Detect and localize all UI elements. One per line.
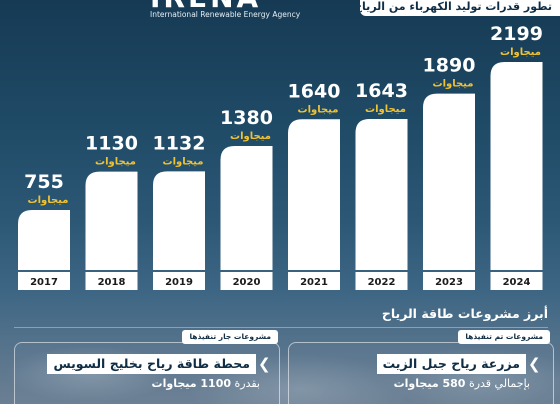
year-label-box (490, 272, 543, 290)
year-label-box (18, 272, 70, 290)
year-label-box (423, 272, 475, 290)
projects-section-title: أبرز مشروعات طاقة الرياح (381, 306, 548, 321)
bar-2024 (490, 62, 543, 270)
tick-label-2024: 2024 (503, 277, 531, 288)
tick-label-2021: 2021 (300, 277, 328, 288)
chevron-left-icon: ❮ (258, 355, 271, 373)
tick-label-2018: 2018 (98, 277, 126, 288)
bar-2018 (85, 171, 138, 270)
value-label-2018: 1130 (85, 133, 138, 155)
tick-label-2019: 2019 (165, 277, 193, 288)
completed-project-name: مزرعة رياح جبل الزيت (376, 354, 526, 374)
completed-capacity-value: 580 ميجاوات (393, 377, 466, 390)
year-label-box (288, 272, 340, 290)
bar-chart: 2017 755 ميجاوات 2018 1130 ميجاوات 2019 1132 ميج… (18, 23, 543, 290)
value-label-2021: 1640 (288, 80, 341, 102)
page-title: تطور قدرات توليد الكهرباء من الرياح (360, 0, 560, 16)
ongoing-project-capacity: بقدرة 1100 ميجاوات (152, 377, 260, 390)
tick-label-2020: 2020 (233, 277, 261, 288)
unit-label-2024: ميجاوات (500, 47, 541, 58)
irena-logo: IRENA International Renewable Energy Age… (150, 0, 325, 19)
unit-label-2018: ميجاوات (95, 157, 136, 168)
tick-label-2023: 2023 (435, 277, 463, 288)
value-label-2019: 1132 (153, 132, 206, 154)
ongoing-capacity-prefix: بقدرة (234, 377, 260, 390)
value-label-2022: 1643 (355, 80, 408, 102)
tick-label-2022: 2022 (368, 277, 396, 288)
bar-2017 (18, 210, 70, 270)
bar-2023 (423, 93, 475, 271)
logo-subtitle: International Renewable Energy Agency (150, 10, 301, 19)
year-label-box (153, 272, 205, 290)
bar-2022 (355, 118, 408, 271)
unit-label-2020: ميجاوات (230, 131, 271, 142)
section-divider (14, 327, 548, 328)
logo-wordmark: IRENA (150, 0, 325, 8)
unit-label-2023: ميجاوات (433, 79, 474, 90)
value-label-2024: 2199 (490, 23, 543, 45)
unit-label-2019: ميجاوات (163, 156, 204, 167)
completed-capacity-prefix: بإجمالي قدرة (468, 377, 530, 390)
year-label-box (85, 272, 138, 290)
value-label-2017: 755 (24, 171, 64, 193)
bar-2021 (288, 119, 340, 270)
ongoing-capacity-value: 1100 ميجاوات (151, 377, 232, 390)
bar-2019 (153, 171, 205, 270)
unit-label-2022: ميجاوات (365, 104, 406, 115)
completed-project-capacity: بإجمالي قدرة 580 ميجاوات (394, 377, 530, 390)
value-label-2020: 1380 (220, 107, 273, 129)
bar-2020 (220, 145, 273, 270)
unit-label-2021: ميجاوات (298, 104, 339, 115)
unit-label-2017: ميجاوات (28, 195, 69, 206)
ongoing-project-name: محطة طاقة رياح بخليج السويس (47, 354, 256, 374)
completed-projects-tag: مشروعات تم تنفيذها (458, 330, 550, 344)
chevron-left-icon: ❮ (528, 355, 541, 373)
value-label-2023: 1890 (423, 55, 476, 77)
year-label-box (220, 272, 273, 290)
tick-label-2017: 2017 (30, 277, 58, 288)
year-label-box (355, 272, 408, 290)
ongoing-projects-tag: مشروعات جار تنفيذها (182, 330, 278, 344)
